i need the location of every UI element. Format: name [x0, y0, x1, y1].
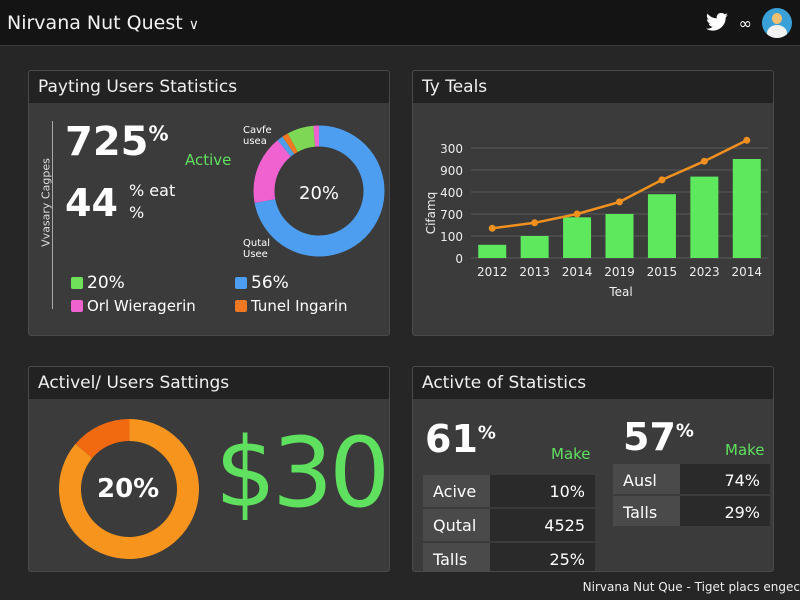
tag-label: Make	[725, 441, 765, 459]
bar	[520, 236, 549, 258]
line-point	[616, 198, 623, 206]
x-tick-label: 2014	[562, 265, 593, 279]
table-row-label: Talls	[423, 543, 490, 571]
bar-line-chart: 0 100 700 400 900 300 2012 2013 2014 2019 2015 2023…	[424, 136, 768, 299]
side-divider	[52, 121, 53, 309]
big-stat: 57	[623, 415, 676, 459]
x-tick-label: 2019	[604, 265, 635, 279]
table-row-label: Acive	[423, 475, 490, 507]
chevron-down-icon: ∨	[188, 17, 199, 33]
y-tick-label: 100	[440, 230, 463, 244]
unit: %	[148, 121, 169, 146]
y-tick-label: 900	[440, 164, 463, 178]
callout-label: Qutal Usee	[243, 238, 271, 260]
donut-chart	[253, 125, 385, 257]
side-label: Vvasary Cagpes	[39, 158, 53, 247]
active-label: Active	[185, 151, 232, 169]
big-stat: 61	[425, 417, 478, 461]
line-point	[743, 136, 751, 144]
x-axis-label: Teal	[608, 285, 632, 299]
bar	[605, 214, 634, 258]
x-tick-label: 2012	[477, 265, 508, 279]
paying-users-panel: Payting Users Statistics Vvasary Cagpes …	[28, 70, 390, 336]
big-stat: 725	[65, 119, 149, 165]
panel-title: Activel/ Users Sattings	[29, 367, 389, 399]
bar	[647, 194, 676, 258]
donut-segment	[253, 125, 385, 257]
active-users-panel: Activel/ Users Sattings 20% $30	[28, 366, 390, 572]
top-bar: Nirvana Nut Quest ∨ ∞	[0, 0, 800, 46]
big-stat-2: 44	[65, 181, 118, 225]
line-point	[700, 157, 708, 165]
activity-stats-panel: Activte of Statistics 61% Make 57% Make …	[412, 366, 774, 572]
legend-item: 56%	[235, 273, 289, 293]
table-row-value: 25%	[490, 543, 595, 571]
donut-center-label: 20%	[299, 183, 340, 204]
x-tick-label: 2015	[647, 265, 678, 279]
bar	[690, 176, 719, 258]
panel-title: Ty Teals	[413, 71, 773, 103]
panel-title: Payting Users Statistics	[29, 71, 389, 103]
bar	[563, 217, 592, 258]
line-point	[531, 219, 539, 227]
progress-donut	[59, 419, 199, 559]
panel-title: Activte of Statistics	[413, 367, 773, 399]
twitter-icon[interactable]	[705, 13, 729, 33]
x-tick-label: 2023	[689, 265, 720, 279]
table-row-value: 4525	[490, 509, 595, 541]
price-value: $30	[215, 417, 389, 529]
y-tick-label: 700	[440, 208, 463, 222]
table-row-value: 10%	[490, 475, 595, 507]
callout-label: Cavfe usea	[243, 125, 272, 147]
unit: %	[129, 203, 145, 222]
table-row-label: Ausl	[613, 464, 680, 494]
bar	[732, 159, 761, 258]
app-title-dropdown[interactable]: Nirvana Nut Quest ∨	[7, 12, 199, 34]
line-point	[658, 176, 666, 184]
avatar[interactable]	[762, 8, 792, 38]
footer-text: Nirvana Nut Que - Tiget placs engec	[582, 580, 800, 594]
donut-segment	[59, 419, 199, 559]
legend-item: Tunel Ingarin	[235, 297, 348, 315]
x-tick-label: 2014	[732, 265, 763, 279]
donut-segment	[253, 125, 385, 257]
table-row-label: Talls	[613, 496, 680, 526]
link-icon[interactable]: ∞	[738, 13, 752, 33]
x-tick-label: 2013	[519, 265, 550, 279]
donut-center-label: 20%	[97, 474, 160, 504]
y-tick-label: 400	[440, 186, 463, 200]
y-axis-label: Cifamq	[424, 192, 438, 235]
app-title: Nirvana Nut Quest	[7, 12, 183, 34]
legend-item: Orl Wieragerin	[71, 297, 196, 315]
y-tick-label: 0	[455, 252, 463, 266]
line-point	[488, 224, 496, 232]
y-tick-label: 300	[440, 142, 463, 156]
line-point	[573, 210, 581, 218]
bar	[478, 244, 507, 258]
table-row-value: 74%	[680, 464, 770, 494]
table-row-value: 29%	[680, 496, 770, 526]
unit: % eat	[129, 181, 176, 200]
table-row-label: Qutal	[423, 509, 490, 541]
tag-label: Make	[551, 445, 591, 463]
legend-item: 20%	[71, 273, 125, 293]
teals-chart-panel: Ty Teals 0 100 700 400 900 300 2012 2013 2014 201…	[412, 70, 774, 336]
